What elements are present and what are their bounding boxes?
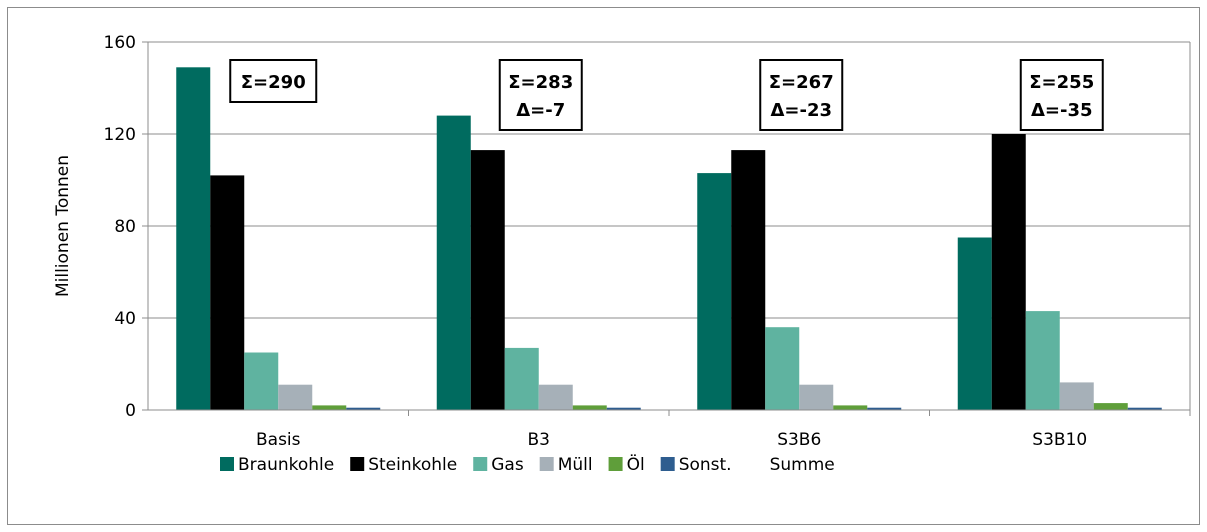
legend-swatch [539,457,554,471]
legend-item: Sonst. [660,455,732,475]
bar-braunkohle [436,115,471,410]
annotation-border [1019,59,1104,131]
legend: Braunkohle Steinkohle Gas Müll Öl Sonst. Summe [220,453,835,475]
x-tick-label: Basis [256,430,301,450]
bar-steinkohle [991,134,1026,410]
bar-sonst- [346,407,381,410]
annotation-text: Σ=290 [241,72,306,93]
bar-steinkohle [731,150,766,410]
y-tick-label: 80 [114,217,136,237]
legend-swatch [473,457,488,471]
y-tick-label: 160 [104,33,136,53]
bar-müll [799,384,834,410]
bar-gas [504,347,539,410]
bar-müll [278,384,313,410]
axes [142,41,1191,416]
annotation-box: Σ=290 [229,59,318,103]
bar-öl [833,405,868,410]
legend-swatch [608,457,623,471]
annotation-box: Σ=255 Δ=-35 [1019,59,1104,131]
bar-steinkohle [210,175,245,410]
annotation-text: Δ=-7 [516,100,565,121]
legend-swatch [660,457,675,471]
annotation-text: Σ=255 [1029,72,1094,93]
y-tick-label: 0 [125,401,136,421]
annotation-text: Σ=283 [508,72,573,93]
legend-swatch [350,457,365,471]
y-axis-label: Millionen Tonnen [53,155,73,297]
annotation-border [498,59,583,131]
legend-label-summe: Summe [770,455,835,475]
annotation-border [229,59,318,103]
annotations: Σ=290 Σ=283 Δ=-7 Σ=267 Δ=-23 Σ=255 Δ=-35 [229,59,1104,131]
bar-öl [1093,403,1128,410]
legend-item: Gas [473,455,524,475]
legend-label: Öl [627,453,645,475]
bar-sonst- [867,407,902,410]
bar-müll [1059,382,1094,410]
legend-item: Müll [539,455,593,475]
bar-öl [572,405,607,410]
annotation-box: Σ=283 Δ=-7 [498,59,583,131]
y-tick-label: 40 [114,309,136,329]
annotation-text: Δ=-23 [770,100,832,121]
bar-gas [244,352,279,410]
annotation-border [759,59,844,131]
bar-sonst- [1127,407,1162,410]
x-tick-label: S3B6 [777,430,821,450]
annotation-box: Σ=267 Δ=-23 [759,59,844,131]
legend-label: Braunkohle [238,455,334,475]
annotation-text: Σ=267 [769,72,834,93]
bar-steinkohle [470,150,505,410]
legend-item: Öl [608,453,645,475]
legend-swatch [220,457,234,471]
bar-braunkohle [176,67,211,411]
tick-labels: 0 40 80 120 160 Basis B3 S3B6 S3B10 [104,33,1088,450]
legend-item: Braunkohle [220,455,334,475]
annotation-text: Δ=-35 [1031,100,1093,121]
bars [176,67,1162,411]
bar-sonst- [606,407,641,410]
bar-braunkohle [957,237,992,410]
legend-item: Steinkohle [350,455,457,475]
x-tick-label: S3B10 [1032,430,1087,450]
bar-öl [312,405,347,410]
bar-gas [765,327,800,410]
legend-label: Steinkohle [368,455,457,475]
legend-label: Sonst. [679,455,732,475]
bar-müll [538,384,573,410]
bar-gas [1025,311,1060,410]
legend-label: Müll [558,455,593,475]
bar-braunkohle [697,173,732,410]
x-tick-label: B3 [528,430,550,450]
y-tick-label: 120 [104,125,136,145]
legend-label: Gas [491,455,524,475]
